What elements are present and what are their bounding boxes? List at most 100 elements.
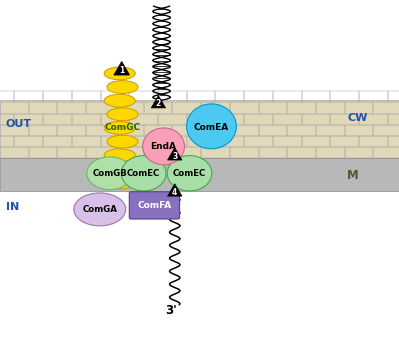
Bar bbox=[0, 136, 14, 147]
Bar bbox=[201, 102, 230, 113]
Text: EndA: EndA bbox=[150, 142, 177, 151]
Bar bbox=[373, 147, 399, 158]
Bar bbox=[129, 91, 158, 102]
Bar bbox=[43, 113, 72, 125]
Ellipse shape bbox=[121, 156, 166, 191]
Text: ComGB: ComGB bbox=[92, 169, 127, 178]
Polygon shape bbox=[168, 148, 182, 160]
Bar bbox=[129, 136, 158, 147]
Ellipse shape bbox=[107, 162, 138, 175]
Bar bbox=[359, 136, 388, 147]
Bar bbox=[345, 147, 373, 158]
Bar bbox=[0, 147, 29, 158]
Bar bbox=[115, 102, 144, 113]
Ellipse shape bbox=[107, 81, 138, 93]
Ellipse shape bbox=[104, 94, 135, 107]
Text: 1: 1 bbox=[119, 66, 124, 75]
Bar bbox=[29, 102, 57, 113]
Text: ComEA: ComEA bbox=[194, 123, 229, 132]
Bar bbox=[72, 113, 101, 125]
Bar bbox=[345, 125, 373, 136]
Ellipse shape bbox=[104, 149, 135, 162]
Bar bbox=[86, 147, 115, 158]
Bar bbox=[273, 113, 302, 125]
Text: ComGC: ComGC bbox=[105, 123, 141, 132]
Bar bbox=[201, 147, 230, 158]
Text: M: M bbox=[347, 169, 359, 182]
Bar bbox=[215, 91, 244, 102]
Polygon shape bbox=[168, 184, 182, 196]
Bar bbox=[230, 102, 259, 113]
Bar bbox=[215, 136, 244, 147]
Bar bbox=[187, 113, 215, 125]
Bar bbox=[43, 91, 72, 102]
Bar bbox=[129, 113, 158, 125]
Bar bbox=[29, 147, 57, 158]
Bar bbox=[388, 91, 399, 102]
Bar bbox=[287, 102, 316, 113]
Text: 3': 3' bbox=[166, 304, 177, 317]
Bar bbox=[345, 102, 373, 113]
Ellipse shape bbox=[142, 128, 184, 165]
Bar bbox=[14, 113, 43, 125]
Bar bbox=[373, 102, 399, 113]
Bar bbox=[287, 125, 316, 136]
Bar bbox=[359, 113, 388, 125]
Bar bbox=[388, 113, 399, 125]
Bar bbox=[101, 136, 129, 147]
Ellipse shape bbox=[104, 176, 135, 189]
Bar bbox=[29, 125, 57, 136]
Text: ComGA: ComGA bbox=[82, 205, 117, 214]
Bar bbox=[101, 91, 129, 102]
Bar bbox=[259, 125, 287, 136]
Bar bbox=[57, 125, 86, 136]
Bar bbox=[43, 136, 72, 147]
Bar bbox=[144, 147, 172, 158]
FancyBboxPatch shape bbox=[129, 192, 180, 219]
Bar bbox=[388, 136, 399, 147]
Bar bbox=[244, 113, 273, 125]
Ellipse shape bbox=[104, 67, 135, 80]
Bar bbox=[158, 136, 187, 147]
Bar bbox=[330, 91, 359, 102]
Bar bbox=[172, 102, 201, 113]
Bar bbox=[86, 102, 115, 113]
Bar bbox=[359, 91, 388, 102]
Ellipse shape bbox=[107, 135, 138, 148]
Text: ComEC: ComEC bbox=[126, 169, 160, 178]
Text: ComFA: ComFA bbox=[137, 201, 172, 210]
Ellipse shape bbox=[167, 156, 212, 191]
Text: CW: CW bbox=[347, 113, 367, 123]
Bar bbox=[72, 136, 101, 147]
Bar bbox=[115, 125, 144, 136]
Bar bbox=[0, 91, 14, 102]
Text: 2: 2 bbox=[156, 99, 161, 108]
Bar bbox=[201, 125, 230, 136]
Bar bbox=[244, 91, 273, 102]
Bar bbox=[316, 102, 345, 113]
Ellipse shape bbox=[107, 108, 138, 121]
Text: IN: IN bbox=[6, 201, 19, 212]
Bar bbox=[14, 136, 43, 147]
Bar bbox=[0, 125, 29, 136]
Ellipse shape bbox=[87, 157, 132, 190]
Polygon shape bbox=[151, 95, 166, 108]
Bar bbox=[316, 147, 345, 158]
Polygon shape bbox=[114, 61, 130, 75]
Bar bbox=[14, 91, 43, 102]
Bar bbox=[101, 113, 129, 125]
Bar bbox=[158, 113, 187, 125]
Bar bbox=[273, 91, 302, 102]
Bar bbox=[57, 147, 86, 158]
Bar bbox=[57, 102, 86, 113]
Bar bbox=[0, 113, 14, 125]
Ellipse shape bbox=[104, 122, 135, 134]
Bar bbox=[244, 136, 273, 147]
Bar bbox=[0, 102, 29, 113]
Bar bbox=[316, 125, 345, 136]
Bar bbox=[187, 91, 215, 102]
Bar bbox=[0, 158, 399, 191]
Bar bbox=[302, 91, 330, 102]
Bar bbox=[115, 147, 144, 158]
Bar bbox=[259, 102, 287, 113]
